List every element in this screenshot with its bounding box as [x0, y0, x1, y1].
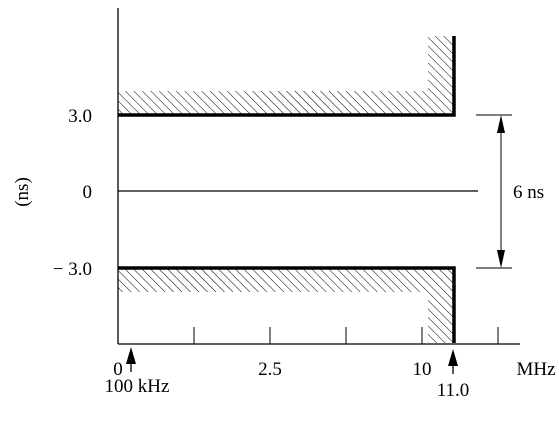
x-tick-label-ten: 10	[413, 359, 432, 380]
y-tick-label-upper: 3.0	[68, 106, 92, 127]
upper-hatch-horizontal	[118, 91, 428, 115]
y-tick-label-zero: 0	[83, 182, 93, 203]
y-axis-label: (ns)	[12, 177, 33, 207]
lower-limit-line	[118, 266, 456, 343]
upper-limit-line	[118, 36, 456, 117]
lower-hatch-horizontal	[118, 268, 428, 292]
x-tick-label-mid: 2.5	[258, 359, 282, 380]
low-freq-arrow-head	[126, 347, 136, 364]
low-freq-label: 100 kHz	[105, 376, 170, 397]
lower-hatch-vertical	[428, 268, 454, 343]
upper-hatch-vertical	[428, 36, 454, 115]
y-tick-label-lower: − 3.0	[53, 259, 92, 280]
x-unit-label: MHz	[516, 359, 555, 380]
high-freq-label: 11.0	[437, 380, 470, 401]
window-width-label: 6 ns	[513, 182, 544, 203]
dimension-arrow-up	[497, 115, 505, 133]
x-tick-label-origin: 0	[113, 359, 123, 380]
dimension-arrow-down	[497, 250, 505, 268]
high-freq-arrow-head	[448, 349, 458, 366]
